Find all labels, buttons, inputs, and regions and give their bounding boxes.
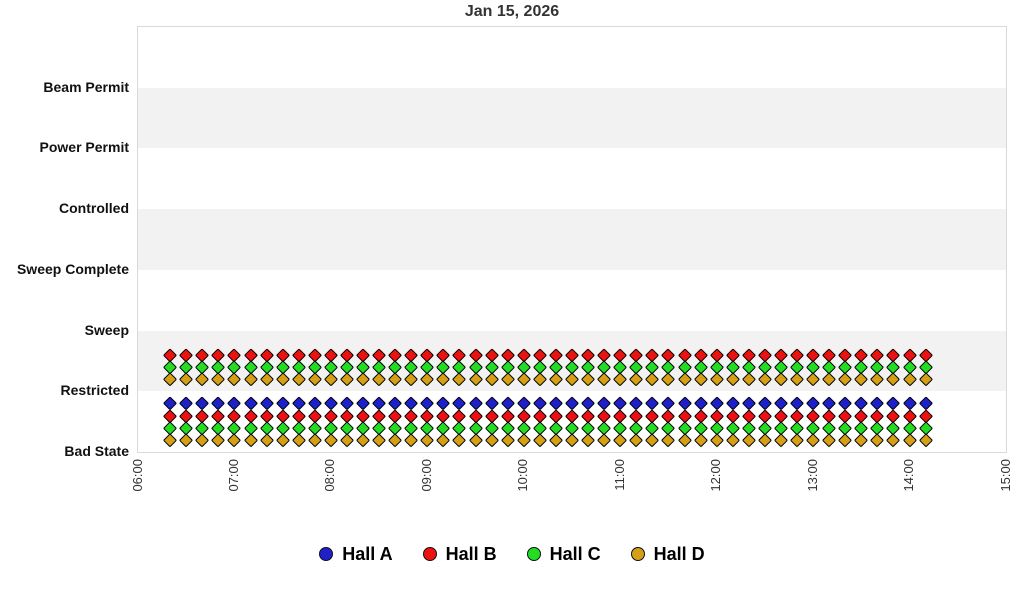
x-axis-tick-label-15-00: 15:00 <box>997 459 1013 492</box>
legend-label: Hall B <box>445 543 497 564</box>
legend-marker-icon <box>526 547 541 561</box>
legend-marker-icon <box>630 547 645 561</box>
legend: Hall A Hall B Hall C Hall D <box>0 541 1024 567</box>
y-axis-label-restricted: Restricted <box>60 382 129 399</box>
y-axis-label-controlled: Controlled <box>59 200 129 217</box>
plot-area <box>137 26 1007 453</box>
x-axis-tick-label-13-00: 13:00 <box>804 459 820 492</box>
y-axis-label-bad-state: Bad State <box>64 443 129 459</box>
legend-label: Hall D <box>653 543 705 564</box>
legend-label: Hall A <box>342 543 393 564</box>
y-axis-label-power-permit: Power Permit <box>39 139 129 156</box>
x-axis-tick-label-07-00: 07:00 <box>225 459 241 492</box>
legend-label: Hall C <box>549 543 601 564</box>
legend-marker-icon <box>319 547 334 561</box>
legend-marker-icon <box>422 547 437 561</box>
legend-item-hall-b: Hall B <box>422 543 497 565</box>
band-row <box>138 269 1006 331</box>
x-axis-tick-label-12-00: 12:00 <box>708 459 724 492</box>
y-axis-label-beam-permit: Beam Permit <box>43 78 129 95</box>
x-axis-tick-label-06-00: 06:00 <box>129 459 145 492</box>
x-axis-tick-label-11-00: 11:00 <box>611 459 627 491</box>
chart-title: Jan 15, 2026 <box>464 3 560 20</box>
band-row <box>138 209 1006 270</box>
band-row <box>138 27 1006 88</box>
x-axis-tick-label-08-00: 08:00 <box>322 459 338 492</box>
band-row <box>138 87 1006 149</box>
x-axis-tick-label-10-00: 10:00 <box>515 459 531 492</box>
y-axis-label-sweep-complete: Sweep Complete <box>16 260 129 277</box>
band-row <box>138 148 1006 210</box>
x-axis-tick-label-09-00: 09:00 <box>418 459 434 492</box>
y-axis-label-sweep: Sweep <box>84 321 129 338</box>
legend-item-hall-d: Hall D <box>630 543 705 565</box>
x-axis-tick-label-14-00: 14:00 <box>901 459 917 492</box>
legend-item-hall-a: Hall A <box>319 543 393 565</box>
legend-item-hall-c: Hall C <box>526 543 601 565</box>
